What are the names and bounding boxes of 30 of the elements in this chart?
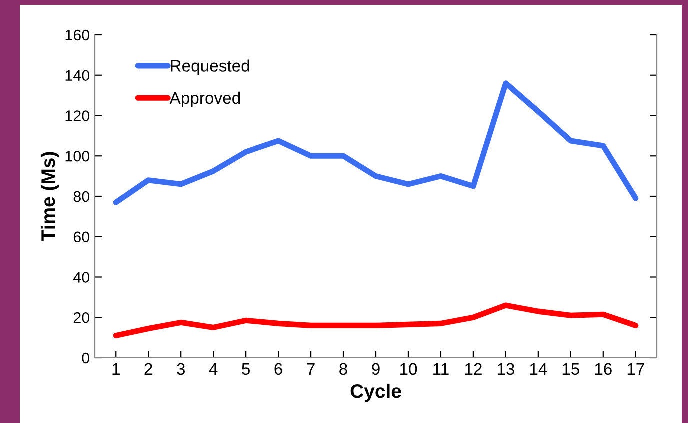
y-tick-label: 40 [74, 272, 90, 283]
x-tick-label: 15 [562, 363, 580, 376]
y-tick-label: 80 [74, 191, 90, 202]
x-tick-label: 8 [340, 363, 348, 376]
x-tick-label: 17 [628, 363, 644, 375]
legend-label: Requested [171, 60, 250, 76]
x-tick-label: 3 [177, 363, 185, 376]
y-tick-label: 140 [66, 70, 90, 82]
y-tick-label: 160 [66, 30, 90, 41]
y-tick-label: 60 [74, 232, 90, 243]
y-tick-label: 100 [66, 150, 90, 162]
x-tick-label: 7 [307, 363, 315, 375]
x-tick-label: 2 [144, 363, 152, 375]
x-tick-label: 10 [400, 363, 418, 376]
y-tick-label: 0 [82, 352, 90, 364]
legend-label: Approved [170, 92, 240, 108]
x-tick-label: 4 [209, 363, 218, 375]
x-tick-label: 1 [112, 363, 120, 375]
x-tick-label: 13 [498, 363, 514, 376]
x-axis-title: Cycle [350, 384, 402, 402]
x-tick-label: 12 [465, 363, 482, 375]
x-tick-label: 5 [242, 363, 250, 376]
y-axis-title: Time (Ms) [40, 152, 60, 242]
x-tick-label: 6 [274, 363, 282, 376]
x-tick-label: 16 [595, 363, 612, 376]
y-tick-label: 20 [74, 312, 90, 324]
x-tick-label: 11 [434, 363, 449, 375]
x-tick-label: 14 [530, 363, 548, 375]
x-tick-label: 9 [372, 363, 380, 376]
y-tick-label: 120 [66, 110, 90, 122]
